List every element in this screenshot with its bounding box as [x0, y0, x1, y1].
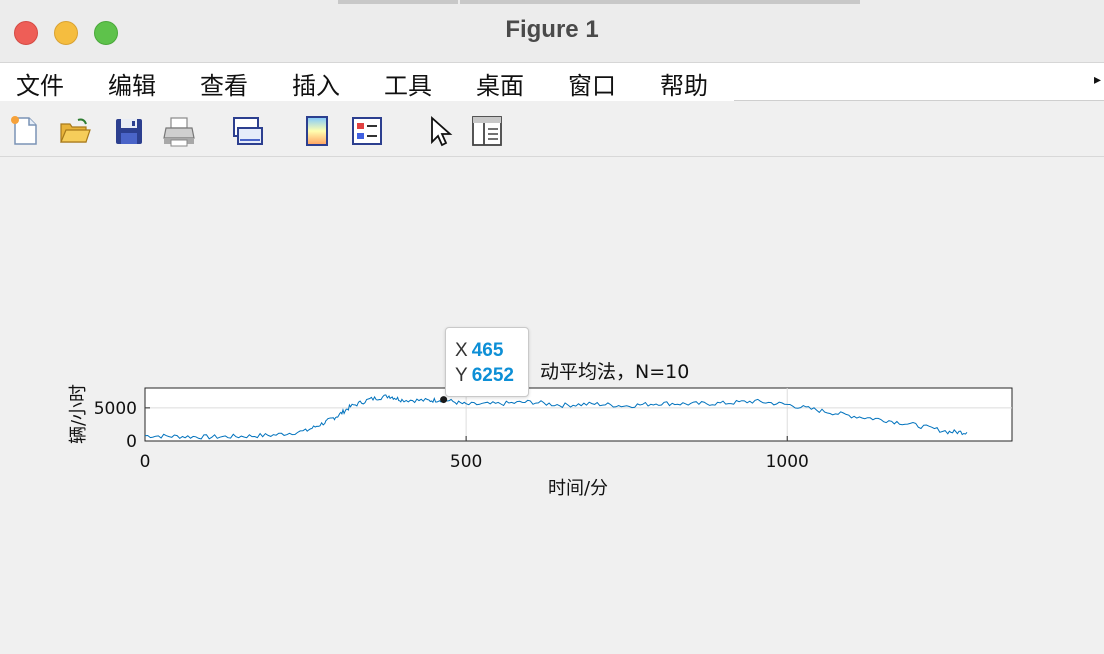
menu-desktop[interactable]: 桌面 [476, 72, 524, 100]
datatip-x-key: X [455, 340, 468, 361]
menu-bar: 文件 编辑 查看 插入 工具 桌面 窗口 帮助 [0, 63, 1104, 101]
axis-ticks: 0 500 1000 0 5000 [94, 399, 809, 472]
save-icon[interactable] [112, 114, 146, 148]
y-tick-label: 0 [126, 432, 137, 452]
zoom-button[interactable] [94, 21, 118, 45]
x-tick-label: 0 [140, 452, 151, 472]
menu-insert[interactable]: 插入 [292, 72, 340, 100]
menu-edit[interactable]: 编辑 [108, 72, 156, 100]
y-tick-label: 5000 [94, 399, 137, 419]
menu-divider [734, 100, 1104, 101]
window-titlebar: Figure 1 [0, 0, 1104, 63]
pointer-icon[interactable] [424, 114, 458, 148]
y-axis-label: 辆/小时 [68, 384, 89, 444]
window-title: Figure 1 [505, 16, 599, 43]
datatip-marker[interactable] [440, 396, 448, 404]
property-panel-icon[interactable] [470, 114, 504, 148]
datatip-y-value: 6252 [471, 365, 514, 386]
open-folder-icon[interactable] [58, 114, 92, 148]
legend-icon[interactable] [350, 114, 384, 148]
menu-help[interactable]: 帮助 [660, 72, 708, 100]
print-icon[interactable] [162, 114, 196, 148]
chart-title: 动平均法，N=10 [540, 361, 689, 383]
datatip-y-key: Y [455, 365, 468, 386]
new-file-icon[interactable] [8, 114, 42, 148]
axes-box[interactable] [144, 387, 1013, 442]
colorbar-icon[interactable] [300, 114, 334, 148]
menu-tools[interactable]: 工具 [384, 72, 432, 100]
x-axis-label: 时间/分 [548, 478, 608, 499]
datatip-x-value: 465 [471, 340, 504, 361]
menu-overflow-icon[interactable]: ▸ [1094, 72, 1102, 88]
background-window-fragment [338, 0, 458, 4]
figure-toolbar [0, 104, 1104, 157]
menu-view[interactable]: 查看 [200, 72, 248, 100]
series-line[interactable] [144, 394, 968, 440]
close-button[interactable] [14, 21, 38, 45]
menu-file[interactable]: 文件 [16, 72, 64, 100]
link-plot-icon[interactable] [230, 114, 264, 148]
minimize-button[interactable] [54, 21, 78, 45]
x-tick-label: 500 [450, 452, 482, 472]
x-tick-label: 1000 [766, 452, 809, 472]
datatip[interactable]: X 465 Y 6252 [445, 327, 529, 397]
menu-window[interactable]: 窗口 [568, 72, 616, 100]
background-window-fragment [460, 0, 860, 4]
